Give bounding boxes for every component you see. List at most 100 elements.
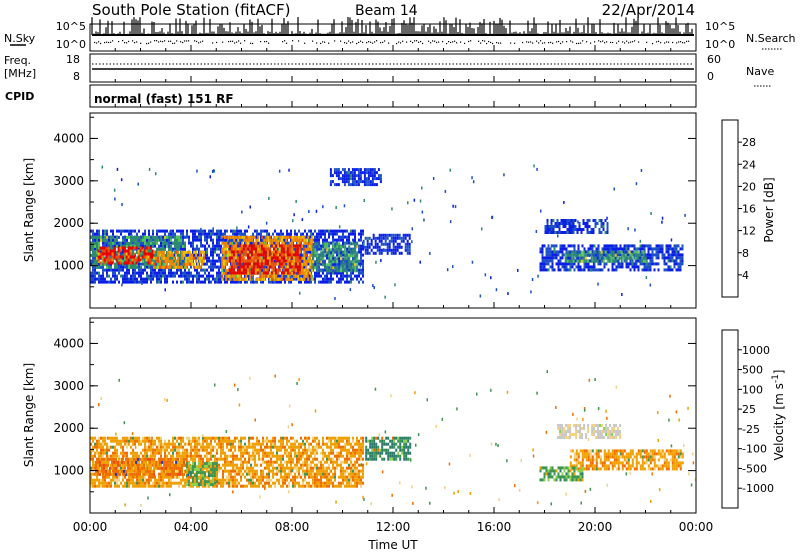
range-cell bbox=[661, 253, 664, 257]
nave-label: Nave bbox=[746, 65, 774, 78]
range-cell bbox=[334, 238, 336, 242]
range-cell bbox=[164, 274, 166, 278]
range-cell bbox=[318, 280, 320, 284]
range-cell bbox=[239, 235, 242, 239]
range-cell bbox=[361, 171, 364, 175]
range-cell bbox=[594, 225, 597, 228]
range-cell bbox=[206, 274, 208, 278]
scatter-cell bbox=[507, 292, 509, 295]
range-cell bbox=[553, 256, 556, 260]
range-cell bbox=[269, 238, 272, 242]
range-cell bbox=[378, 248, 381, 252]
range-cell bbox=[565, 262, 568, 266]
noise-search-dot bbox=[450, 41, 452, 44]
range-cell bbox=[336, 257, 339, 261]
range-cell bbox=[377, 174, 380, 178]
range-cell bbox=[634, 259, 637, 263]
range-cell bbox=[267, 265, 270, 269]
range-cell bbox=[324, 259, 326, 263]
range-cell bbox=[122, 268, 124, 272]
range-cell bbox=[148, 232, 150, 236]
range-cell bbox=[160, 271, 162, 275]
range-cell bbox=[280, 229, 282, 233]
range-cell bbox=[380, 248, 383, 252]
range-cell bbox=[359, 180, 362, 184]
range-cell bbox=[175, 265, 178, 269]
range-cell bbox=[152, 241, 154, 245]
range-cell bbox=[226, 280, 228, 284]
range-cell bbox=[312, 232, 314, 236]
range-cell bbox=[102, 265, 104, 269]
range-cell bbox=[151, 255, 154, 259]
range-cell bbox=[355, 168, 358, 172]
range-cell bbox=[371, 174, 374, 178]
noise-search-dot bbox=[492, 42, 494, 45]
range-cell bbox=[204, 280, 206, 284]
range-cell bbox=[185, 256, 188, 260]
range-cell bbox=[557, 250, 560, 254]
range-cell bbox=[541, 259, 544, 263]
range-cell bbox=[563, 265, 566, 269]
range-cell bbox=[314, 266, 317, 270]
data-region bbox=[362, 233, 411, 255]
range-cell bbox=[338, 256, 340, 260]
range-cell bbox=[611, 247, 614, 251]
range-cell bbox=[271, 265, 274, 269]
range-cell bbox=[234, 241, 236, 245]
range-cell bbox=[182, 262, 184, 266]
range-cell bbox=[388, 245, 391, 249]
range-cell bbox=[224, 232, 226, 236]
range-cell bbox=[248, 247, 250, 251]
range-cell bbox=[133, 246, 136, 250]
range-cell bbox=[635, 262, 638, 266]
range-cell bbox=[162, 262, 164, 266]
range-cell bbox=[134, 262, 136, 266]
scatter-cell bbox=[278, 169, 281, 173]
range-cell bbox=[122, 274, 124, 278]
range-cell bbox=[199, 265, 202, 269]
range-cell bbox=[134, 268, 136, 272]
range-cell bbox=[216, 229, 218, 233]
range-cell bbox=[266, 265, 268, 269]
range-cell bbox=[180, 250, 182, 254]
range-cell bbox=[340, 229, 342, 233]
range-cell bbox=[133, 258, 136, 262]
range-cell bbox=[590, 231, 593, 234]
range-cell bbox=[252, 265, 255, 269]
range-cell bbox=[117, 246, 120, 250]
range-cell bbox=[336, 274, 338, 278]
range-cell bbox=[262, 262, 265, 266]
scatter-cell bbox=[533, 164, 535, 168]
range-cell bbox=[647, 256, 650, 260]
range-cell bbox=[570, 231, 573, 234]
range-cell bbox=[195, 250, 198, 254]
range-cell bbox=[111, 261, 114, 265]
range-cell bbox=[167, 265, 170, 269]
range-cell bbox=[657, 253, 660, 257]
range-cell bbox=[278, 256, 281, 260]
range-cell bbox=[358, 280, 360, 284]
range-cell bbox=[196, 256, 198, 260]
range-cell bbox=[392, 251, 395, 255]
range-cell bbox=[553, 244, 556, 248]
range-cell bbox=[566, 231, 569, 234]
range-cell bbox=[210, 268, 212, 272]
range-cell bbox=[289, 259, 292, 263]
range-cell bbox=[332, 269, 335, 273]
range-cell bbox=[144, 277, 146, 281]
range-cell bbox=[117, 252, 120, 256]
range-cell bbox=[375, 171, 378, 175]
range-cell bbox=[247, 250, 250, 254]
noise-search-dot bbox=[656, 41, 658, 43]
range-cell bbox=[669, 265, 672, 269]
range-cell bbox=[348, 254, 351, 258]
range-cell bbox=[246, 262, 249, 266]
range-cell bbox=[130, 277, 132, 281]
range-cell bbox=[356, 257, 359, 261]
range-cell bbox=[562, 219, 565, 222]
range-cell bbox=[303, 268, 306, 272]
range-cell bbox=[250, 265, 253, 269]
range-cell bbox=[568, 225, 571, 228]
range-cell bbox=[280, 262, 283, 266]
range-cell bbox=[589, 244, 592, 248]
